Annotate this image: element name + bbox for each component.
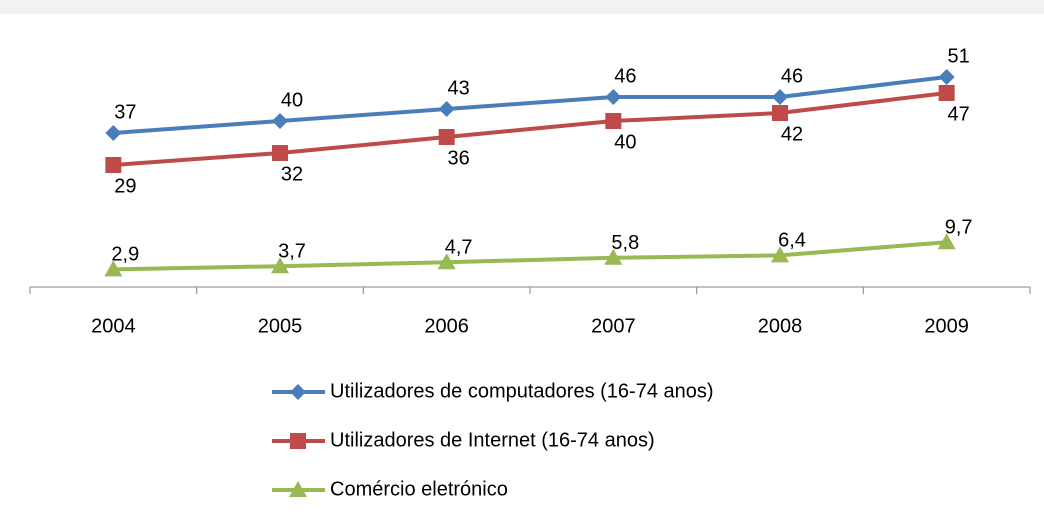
data-label: 9,7 [945, 216, 973, 238]
data-label: 2,9 [111, 244, 139, 266]
x-tick-label: 2009 [924, 315, 969, 337]
data-label: 37 [114, 101, 136, 123]
x-tick-label: 2006 [424, 315, 469, 337]
marker [604, 248, 623, 265]
data-label: 51 [948, 45, 970, 67]
legend-marker [290, 384, 306, 400]
data-label: 4,7 [445, 236, 473, 258]
marker [271, 257, 289, 274]
x-tick-label: 2004 [91, 315, 136, 337]
marker [272, 113, 288, 129]
marker [938, 85, 955, 101]
legend-label: Utilizadores de computadores (16-74 anos… [330, 380, 714, 402]
marker [105, 125, 122, 141]
marker [437, 253, 456, 270]
data-label: 47 [948, 103, 970, 125]
series-line [113, 91, 947, 167]
data-label: 46 [614, 65, 636, 87]
marker [771, 246, 789, 263]
series-line [113, 75, 947, 135]
data-label: 43 [448, 77, 470, 99]
x-tick-label: 2007 [591, 315, 636, 337]
marker [104, 260, 123, 277]
legend-label: Utilizadores de Internet (16-74 anos) [330, 429, 655, 451]
data-label: 42 [781, 123, 803, 145]
legend-marker [289, 481, 307, 497]
x-tick-label: 2008 [758, 315, 803, 337]
legend-label: Comércio eletrónico [330, 478, 508, 500]
marker [772, 89, 788, 105]
series-line [113, 240, 947, 272]
marker [605, 89, 622, 105]
data-label: 46 [781, 65, 803, 87]
data-label: 29 [114, 175, 136, 197]
data-label: 40 [281, 89, 303, 111]
marker [438, 101, 455, 117]
data-label: 5,8 [611, 232, 639, 254]
marker [605, 113, 622, 129]
marker [938, 69, 955, 85]
marker [272, 145, 288, 161]
data-label: 40 [614, 131, 636, 153]
marker [105, 157, 122, 173]
marker [438, 129, 455, 145]
marker [772, 105, 788, 121]
legend-marker [290, 433, 306, 449]
data-label: 36 [448, 147, 470, 169]
top-strip [0, 0, 1044, 14]
data-label: 3,7 [278, 240, 306, 262]
data-label: 32 [281, 163, 303, 185]
marker [937, 233, 956, 250]
data-label: 6,4 [778, 230, 806, 252]
x-tick-label: 2005 [258, 315, 303, 337]
